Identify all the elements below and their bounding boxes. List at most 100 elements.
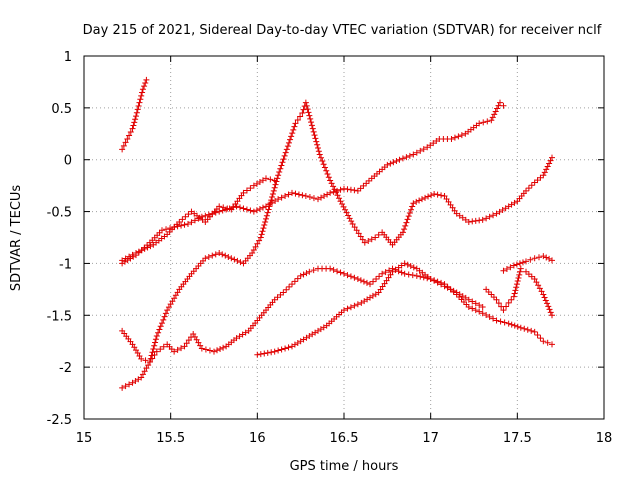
data-point-marker (242, 329, 249, 336)
data-point-marker (308, 122, 315, 129)
data-point-marker (354, 301, 361, 308)
data-point-marker (294, 275, 301, 282)
data-point (500, 102, 507, 109)
data-point-marker (247, 207, 254, 214)
data-point-marker (544, 163, 551, 170)
data-point-marker (278, 162, 285, 169)
data-point-marker (312, 135, 319, 142)
data-point-marker (447, 286, 454, 293)
data-point-marker (424, 275, 431, 282)
y-tick-label: -0.5 (47, 206, 72, 221)
data-point (465, 296, 472, 303)
data-point-marker (247, 185, 254, 192)
data-point-marker (220, 344, 227, 351)
data-point-marker (297, 113, 304, 120)
data-point-marker (276, 169, 283, 176)
data-point-marker (511, 322, 518, 329)
data-point-marker (351, 224, 358, 231)
data-point-marker (142, 357, 149, 364)
data-point-marker (261, 222, 268, 229)
data-point-marker (132, 116, 139, 123)
data-point-marker (496, 208, 503, 215)
data-point (250, 182, 257, 189)
data-point-marker (330, 266, 337, 273)
data-point-marker (272, 181, 279, 188)
data-point-marker (261, 350, 268, 357)
data-point-marker (527, 256, 534, 263)
data-point-marker (209, 252, 216, 259)
data-point-marker (472, 307, 479, 314)
data-point-marker (126, 381, 133, 388)
data-point (493, 296, 500, 303)
series-arc-7 (483, 265, 555, 319)
data-point-marker (206, 347, 213, 354)
data-point (531, 328, 538, 335)
data-point (540, 338, 547, 345)
data-point-marker (485, 288, 492, 295)
data-point-marker (433, 138, 440, 145)
data-point-marker (507, 264, 514, 271)
data-point-marker (234, 257, 241, 264)
data-point-marker (543, 166, 550, 173)
data-point (341, 307, 347, 314)
data-point-marker (141, 83, 148, 90)
data-point-marker (416, 197, 423, 204)
data-point-marker (223, 206, 230, 213)
data-point-marker (212, 251, 219, 258)
data-point-marker (225, 253, 232, 260)
data-point (327, 177, 334, 184)
data-point-marker (150, 345, 157, 352)
data-point-marker (355, 230, 362, 237)
data-point-marker (455, 133, 462, 140)
data-point-marker (497, 318, 504, 325)
data-point-marker (133, 109, 140, 116)
data-point-marker (395, 264, 402, 271)
data-point-marker (376, 273, 383, 280)
data-point-marker (459, 293, 466, 300)
data-point (523, 187, 529, 194)
data-point (372, 234, 379, 241)
data-point-marker (408, 206, 415, 213)
data-point-marker (286, 283, 293, 290)
data-point-marker (392, 266, 399, 273)
data-point-marker (126, 132, 133, 139)
data-point-marker (279, 159, 286, 166)
data-point (146, 358, 153, 365)
data-point (159, 227, 165, 234)
data-point-marker (476, 217, 483, 224)
data-point-marker (167, 225, 174, 232)
data-point (306, 268, 313, 275)
data-point-marker (486, 313, 493, 320)
data-point-marker (252, 243, 259, 250)
data-point (549, 257, 555, 264)
data-point (228, 255, 235, 262)
data-point-marker (305, 109, 312, 116)
data-point-marker (382, 269, 389, 276)
data-point-marker (149, 355, 156, 362)
data-point (361, 239, 368, 246)
data-point-marker (145, 362, 152, 369)
data-point-marker (188, 219, 195, 226)
data-point-marker (250, 246, 257, 253)
data-point (401, 260, 408, 267)
data-point-marker (306, 112, 313, 119)
data-point-marker (182, 213, 189, 220)
data-point (289, 281, 295, 288)
data-point-marker (425, 193, 432, 200)
data-point-marker (404, 261, 411, 268)
data-point-marker (534, 331, 541, 338)
data-point-marker (271, 184, 278, 191)
data-point-marker (351, 274, 358, 281)
data-point (531, 275, 538, 282)
data-point-marker (406, 152, 413, 159)
axis-ticks (83, 55, 605, 420)
y-tick-label: -1.5 (47, 309, 72, 324)
data-point-marker (492, 108, 499, 115)
data-point-marker (325, 174, 332, 181)
data-point (453, 210, 460, 217)
data-point (424, 144, 431, 151)
data-point-marker (253, 207, 260, 214)
y-axis-label: SDTVAR / TECUs (9, 185, 24, 292)
data-point-marker (521, 325, 528, 332)
data-point (181, 343, 188, 350)
